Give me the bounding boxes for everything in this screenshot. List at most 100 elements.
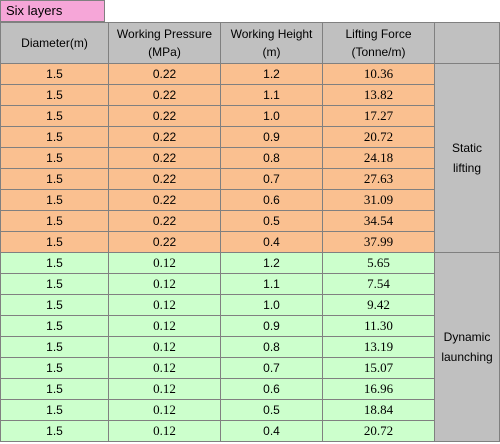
cell-working-height: 0.4 [220, 420, 323, 442]
cell-lifting-force: 13.19 [322, 336, 435, 358]
cell-lifting-force: 13.82 [322, 84, 435, 106]
cell-working-height: 0.8 [220, 336, 323, 358]
cell-lifting-force: 27.63 [322, 168, 435, 190]
header-diameter: Diameter(m) [0, 22, 109, 64]
table-row: 1.5 0.12 0.7 15.07 [0, 357, 500, 379]
cell-working-height: 0.4 [220, 231, 323, 253]
table-row: 1.5 0.22 1.0 17.27 [0, 105, 500, 127]
data-table: Diameter(m) Working Pressure (MPa) Workin… [0, 22, 500, 442]
cell-working-pressure: 0.22 [108, 168, 221, 190]
table-row: 1.5 0.12 0.6 16.96 [0, 378, 500, 400]
cell-diameter: 1.5 [0, 168, 109, 190]
table-row: 1.5 0.22 0.5 34.54 [0, 210, 500, 232]
header-row: Diameter(m) Working Pressure (MPa) Workin… [0, 22, 500, 64]
table-row: 1.5 0.12 1.1 7.54 [0, 273, 500, 295]
cell-working-pressure: 0.12 [108, 357, 221, 379]
table-row: 1.5 0.12 1.0 9.42 [0, 294, 500, 316]
cell-working-pressure: 0.12 [108, 378, 221, 400]
cell-lifting-force: 17.27 [322, 105, 435, 127]
table-row: 1.5 0.22 0.4 37.99 [0, 231, 500, 253]
cell-lifting-force: 16.96 [322, 378, 435, 400]
cell-diameter: 1.5 [0, 378, 109, 400]
cell-working-pressure: 0.22 [108, 105, 221, 127]
cell-working-height: 1.2 [220, 63, 323, 85]
cell-lifting-force: 24.18 [322, 147, 435, 169]
cell-working-height: 0.9 [220, 126, 323, 148]
header-working-pressure: Working Pressure (MPa) [108, 22, 221, 64]
table-row: 1.5 0.22 0.6 31.09 [0, 189, 500, 211]
cell-working-pressure: 0.22 [108, 63, 221, 85]
cell-diameter: 1.5 [0, 252, 109, 274]
cell-working-height: 0.5 [220, 399, 323, 421]
cell-diameter: 1.5 [0, 189, 109, 211]
table-row: 1.5 0.12 0.9 11.30 [0, 315, 500, 337]
cell-working-pressure: 0.12 [108, 273, 221, 295]
cell-working-pressure: 0.12 [108, 420, 221, 442]
header-blank [434, 22, 500, 64]
cell-working-height: 1.1 [220, 273, 323, 295]
cell-diameter: 1.5 [0, 336, 109, 358]
cell-working-height: 1.0 [220, 294, 323, 316]
table-row: 1.5 0.12 0.4 20.72 [0, 420, 500, 442]
header-working-height: Working Height (m) [220, 22, 323, 64]
table-row: 1.5 0.22 0.9 20.72 [0, 126, 500, 148]
table-row: 1.5 0.22 1.1 13.82 [0, 84, 500, 106]
table-title: Six layers [0, 0, 105, 22]
table-row: 1.5 0.12 1.2 5.65 Dynamic launching [0, 252, 500, 442]
cell-diameter: 1.5 [0, 147, 109, 169]
cell-working-pressure: 0.22 [108, 189, 221, 211]
cell-working-height: 0.7 [220, 357, 323, 379]
group-static-lifting: Static lifting [434, 63, 500, 253]
cell-working-pressure: 0.22 [108, 210, 221, 232]
cell-lifting-force: 37.99 [322, 231, 435, 253]
cell-working-pressure: 0.22 [108, 231, 221, 253]
cell-diameter: 1.5 [0, 84, 109, 106]
cell-diameter: 1.5 [0, 273, 109, 295]
cell-lifting-force: 20.72 [322, 126, 435, 148]
cell-lifting-force: 31.09 [322, 189, 435, 211]
table-row: 1.5 0.12 0.5 18.84 [0, 399, 500, 421]
cell-working-pressure: 0.12 [108, 252, 221, 274]
cell-diameter: 1.5 [0, 315, 109, 337]
cell-working-height: 0.6 [220, 189, 323, 211]
cell-diameter: 1.5 [0, 105, 109, 127]
cell-diameter: 1.5 [0, 399, 109, 421]
cell-working-height: 1.2 [220, 252, 323, 274]
group-dynamic-launching: Dynamic launching [434, 252, 500, 442]
cell-lifting-force: 10.36 [322, 63, 435, 85]
cell-working-pressure: 0.22 [108, 126, 221, 148]
cell-working-height: 0.7 [220, 168, 323, 190]
cell-lifting-force: 11.30 [322, 315, 435, 337]
cell-diameter: 1.5 [0, 357, 109, 379]
cell-lifting-force: 7.54 [322, 273, 435, 295]
cell-working-pressure: 0.12 [108, 336, 221, 358]
cell-lifting-force: 5.65 [322, 252, 435, 274]
cell-working-height: 0.6 [220, 378, 323, 400]
header-lifting-force: Lifting Force (Tonne/m) [322, 22, 435, 64]
cell-working-height: 0.8 [220, 147, 323, 169]
table-row: 1.5 0.22 1.2 10.36 Static lifting [0, 63, 500, 253]
cell-diameter: 1.5 [0, 231, 109, 253]
cell-working-pressure: 0.12 [108, 315, 221, 337]
cell-working-pressure: 0.22 [108, 147, 221, 169]
cell-lifting-force: 9.42 [322, 294, 435, 316]
cell-lifting-force: 20.72 [322, 420, 435, 442]
cell-lifting-force: 34.54 [322, 210, 435, 232]
cell-diameter: 1.5 [0, 420, 109, 442]
cell-lifting-force: 18.84 [322, 399, 435, 421]
cell-working-pressure: 0.12 [108, 399, 221, 421]
cell-working-height: 0.5 [220, 210, 323, 232]
cell-diameter: 1.5 [0, 294, 109, 316]
cell-working-height: 1.0 [220, 105, 323, 127]
cell-diameter: 1.5 [0, 126, 109, 148]
table-row: 1.5 0.22 0.8 24.18 [0, 147, 500, 169]
table-row: 1.5 0.22 0.7 27.63 [0, 168, 500, 190]
cell-working-height: 0.9 [220, 315, 323, 337]
cell-working-height: 1.1 [220, 84, 323, 106]
cell-working-pressure: 0.12 [108, 294, 221, 316]
cell-diameter: 1.5 [0, 63, 109, 85]
cell-diameter: 1.5 [0, 210, 109, 232]
cell-working-pressure: 0.22 [108, 84, 221, 106]
table-row: 1.5 0.12 0.8 13.19 [0, 336, 500, 358]
cell-lifting-force: 15.07 [322, 357, 435, 379]
